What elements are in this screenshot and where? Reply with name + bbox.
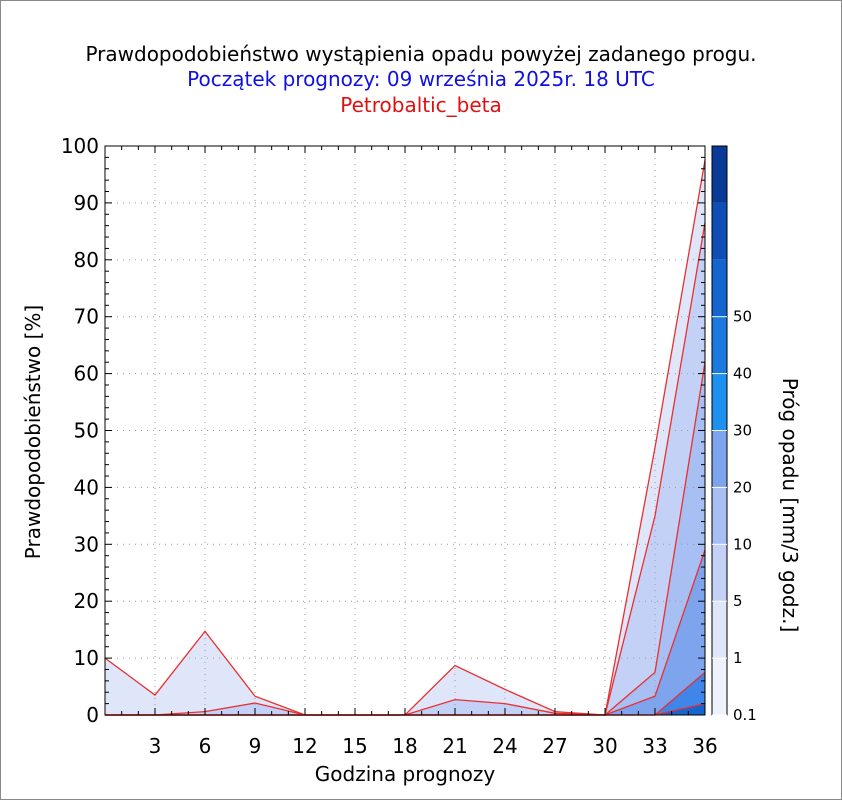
colorbar-label-20: 20 xyxy=(733,478,752,496)
chart-subtitle: Początek prognozy: 09 września 2025r. 18… xyxy=(187,67,655,91)
x-tick-label-18: 18 xyxy=(392,734,417,758)
x-tick-label-3: 3 xyxy=(149,734,162,758)
x-tick-label-15: 15 xyxy=(342,734,367,758)
axes: 3 6 9 12 15 18 21 24 27 30 33 360102030405060708090… xyxy=(61,134,718,758)
y-tick-label-30: 30 xyxy=(74,532,99,556)
colorbar-label-5: 5 xyxy=(733,592,743,610)
y-axis-label: Prawdopodobieństwo [%] xyxy=(21,305,45,559)
threshold-lines xyxy=(104,160,706,716)
y-tick-label-0: 0 xyxy=(86,703,99,727)
colorbar-segment-6 xyxy=(712,316,727,374)
colorbar: 0.1 1 5 10 20 30 40 50 xyxy=(711,145,757,724)
y-tick-label-100: 100 xyxy=(61,134,99,158)
x-tick-label-6: 6 xyxy=(199,734,212,758)
colorbar-segment-9 xyxy=(712,146,727,203)
colorbar-label-10: 10 xyxy=(733,535,752,553)
colorbar-segment-1 xyxy=(712,601,727,659)
y-tick-label-10: 10 xyxy=(74,646,99,670)
x-tick-label-36: 36 xyxy=(692,734,717,758)
x-tick-label-9: 9 xyxy=(249,734,262,758)
colorbar-label-50: 50 xyxy=(733,308,752,326)
grid-lines xyxy=(105,146,706,715)
y-tick-label-60: 60 xyxy=(74,362,99,386)
colorbar-label-40: 40 xyxy=(733,365,752,383)
x-tick-label-21: 21 xyxy=(442,734,467,758)
colorbar-segment-3 xyxy=(712,487,727,545)
colorbar-segment-5 xyxy=(712,373,727,431)
chart-title: Prawdopodobieństwo wystąpienia opadu pow… xyxy=(85,42,757,66)
colorbar-segment-4 xyxy=(712,430,727,488)
x-tick-label-30: 30 xyxy=(592,734,617,758)
y-tick-label-50: 50 xyxy=(74,419,99,443)
colorbar-label-1: 1 xyxy=(733,649,743,667)
model-name: Petrobaltic_beta xyxy=(340,93,502,117)
line-threshold-0.1 xyxy=(104,160,706,716)
y-tick-label-80: 80 xyxy=(74,248,99,272)
colorbar-label-30: 30 xyxy=(733,422,752,440)
colorbar-label-0.1: 0.1 xyxy=(733,706,757,724)
x-tick-label-24: 24 xyxy=(492,734,517,758)
probability-areas xyxy=(105,160,705,716)
area-threshold-1 xyxy=(105,222,705,715)
x-tick-label-27: 27 xyxy=(542,734,567,758)
colorbar-segment-7 xyxy=(712,259,727,317)
y-tick-label-40: 40 xyxy=(74,475,99,499)
area-threshold-0.1 xyxy=(105,160,705,716)
colorbar-segment-2 xyxy=(712,544,727,602)
y-tick-label-70: 70 xyxy=(74,305,99,329)
colorbar-label: Próg opadu [mm/3 godz.] xyxy=(778,378,802,633)
colorbar-segment-8 xyxy=(712,202,727,260)
x-tick-label-12: 12 xyxy=(292,734,317,758)
x-axis-label: Godzina prognozy xyxy=(315,762,496,786)
y-tick-label-20: 20 xyxy=(74,589,99,613)
x-tick-label-33: 33 xyxy=(642,734,667,758)
y-tick-label-90: 90 xyxy=(74,191,99,215)
colorbar-segment-0 xyxy=(712,658,727,715)
